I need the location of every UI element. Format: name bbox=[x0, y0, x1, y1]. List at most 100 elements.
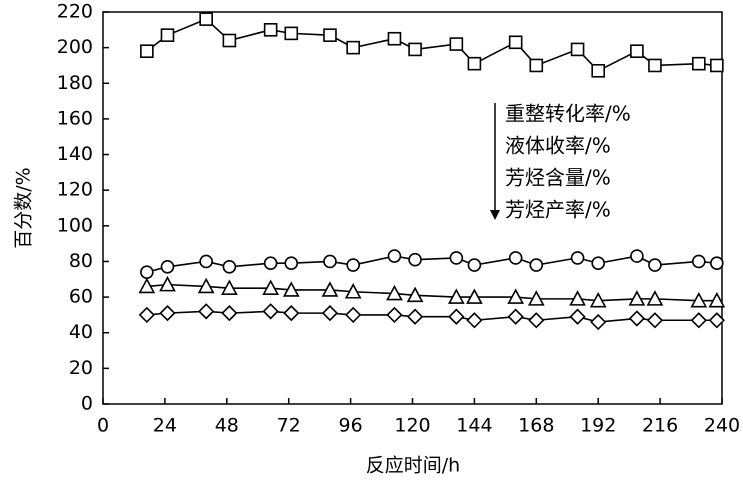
marker-triangle bbox=[138, 277, 156, 294]
x-tick-label: 0 bbox=[97, 415, 109, 437]
marker-square bbox=[387, 31, 402, 46]
x-tick-label: 168 bbox=[518, 415, 554, 437]
marker-circle bbox=[346, 258, 360, 272]
y-tick-label: 120 bbox=[57, 179, 93, 201]
marker-triangle bbox=[569, 290, 586, 306]
marker-diamond bbox=[590, 313, 607, 331]
marker-circle bbox=[323, 254, 337, 269]
plot-frame bbox=[102, 11, 723, 405]
marker-circle bbox=[691, 254, 706, 269]
marker-square bbox=[591, 64, 606, 78]
legend-label: 芳烃产率/% bbox=[505, 198, 611, 222]
marker-diamond bbox=[646, 312, 664, 329]
marker-square bbox=[323, 28, 337, 42]
marker-diamond bbox=[406, 308, 424, 325]
marker-square bbox=[529, 58, 544, 73]
y-tick-label: 100 bbox=[57, 214, 93, 236]
marker-circle bbox=[648, 258, 662, 272]
marker-triangle bbox=[262, 279, 279, 295]
x-tick-label: 120 bbox=[394, 415, 430, 437]
marker-triangle bbox=[527, 290, 545, 306]
marker-square bbox=[710, 58, 724, 73]
marker-triangle bbox=[690, 291, 708, 308]
marker-square bbox=[570, 42, 585, 57]
marker-square bbox=[263, 23, 278, 37]
marker-triangle bbox=[406, 286, 424, 303]
y-tick-label: 160 bbox=[57, 107, 93, 129]
marker-diamond bbox=[386, 306, 403, 324]
marker-square bbox=[408, 42, 422, 57]
marker-diamond bbox=[690, 312, 707, 329]
marker-diamond bbox=[345, 306, 362, 324]
marker-triangle bbox=[221, 279, 238, 295]
marker-triangle bbox=[628, 290, 646, 306]
marker-diamond bbox=[448, 308, 465, 325]
marker-square bbox=[691, 56, 706, 71]
marker-circle bbox=[140, 265, 154, 279]
marker-diamond bbox=[507, 308, 524, 325]
x-tick-label: 48 bbox=[215, 415, 239, 437]
marker-square bbox=[467, 56, 482, 71]
marker-circle bbox=[710, 256, 724, 271]
marker-triangle bbox=[282, 281, 300, 297]
y-tick-label: 140 bbox=[57, 143, 93, 165]
y-axis-title: 百分数/% bbox=[13, 167, 35, 248]
series-line bbox=[146, 283, 717, 302]
marker-diamond bbox=[321, 304, 339, 322]
x-tick-label: 216 bbox=[642, 415, 678, 437]
marker-circle bbox=[591, 256, 606, 271]
y-tick-label: 20 bbox=[69, 357, 93, 379]
marker-triangle bbox=[321, 281, 339, 297]
x-tick-label: 24 bbox=[153, 415, 177, 437]
legend: 重整转化率/% 液体收率/% 芳烃含量/% 芳烃产率/% bbox=[505, 102, 631, 222]
marker-triangle bbox=[507, 288, 525, 304]
marker-square bbox=[648, 58, 662, 73]
legend-arrowhead bbox=[490, 210, 500, 220]
x-tick-label: 96 bbox=[339, 415, 363, 437]
marker-circle bbox=[570, 251, 585, 265]
marker-circle bbox=[467, 258, 482, 272]
legend-label: 芳烃含量/% bbox=[505, 166, 611, 190]
marker-circle bbox=[160, 259, 175, 274]
marker-square bbox=[449, 37, 464, 51]
marker-diamond bbox=[466, 312, 483, 329]
marker-diamond bbox=[283, 304, 300, 322]
y-tick-label: 180 bbox=[57, 72, 93, 94]
marker-circle bbox=[222, 259, 237, 274]
marker-square bbox=[199, 12, 213, 26]
marker-triangle bbox=[466, 288, 483, 304]
marker-circle bbox=[529, 258, 544, 272]
marker-triangle bbox=[708, 291, 726, 308]
y-tick-label: 0 bbox=[81, 393, 93, 415]
marker-square bbox=[160, 28, 175, 42]
y-tick-label: 40 bbox=[69, 321, 93, 343]
y-tick-label: 200 bbox=[57, 36, 93, 58]
x-tick-label: 72 bbox=[277, 415, 301, 437]
marker-triangle bbox=[589, 291, 607, 308]
marker-circle bbox=[387, 249, 402, 263]
y-tick-label: 80 bbox=[69, 250, 93, 272]
marker-triangle bbox=[646, 290, 664, 306]
marker-circle bbox=[284, 256, 299, 271]
y-tick-label: 220 bbox=[57, 1, 93, 23]
marker-diamond bbox=[569, 308, 586, 325]
marker-circle bbox=[263, 256, 278, 271]
marker-diamond bbox=[198, 303, 215, 320]
x-tick-label: 192 bbox=[580, 415, 616, 437]
legend-label: 重整转化率/% bbox=[505, 102, 631, 126]
marker-circle bbox=[199, 254, 213, 269]
marker-square bbox=[508, 35, 523, 50]
marker-square bbox=[222, 33, 237, 48]
marker-circle bbox=[508, 251, 523, 265]
marker-circle bbox=[449, 251, 464, 265]
legend-label: 液体收率/% bbox=[505, 134, 611, 158]
marker-triangle bbox=[386, 284, 403, 301]
marker-diamond bbox=[138, 306, 155, 324]
marker-diamond bbox=[262, 303, 279, 320]
marker-diamond bbox=[628, 310, 646, 327]
marker-square bbox=[346, 40, 360, 55]
marker-square bbox=[284, 26, 299, 41]
marker-triangle bbox=[159, 275, 176, 292]
marker-triangle bbox=[448, 288, 465, 304]
